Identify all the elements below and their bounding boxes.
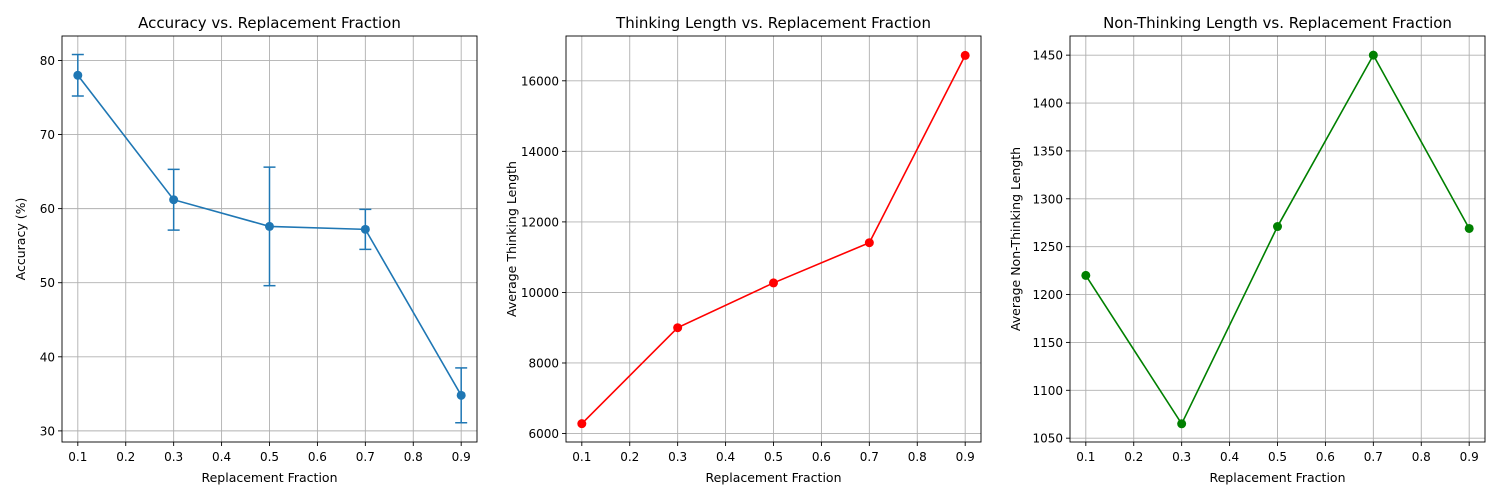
y-tick-label: 30 xyxy=(40,424,55,438)
data-point xyxy=(577,419,587,429)
x-tick-label: 0.4 xyxy=(212,450,231,464)
y-tick-label: 1300 xyxy=(1032,192,1063,206)
chart-panel-2: 0.1 0.2 0.3 0.4 0.5 0.6 0.7 0.8 0.9 6000 8000 10000… xyxy=(504,14,982,485)
x-tick-label: 0.9 xyxy=(1460,450,1479,464)
x-tick-label: 0.8 xyxy=(908,450,927,464)
x-tick-label: 0.8 xyxy=(1412,450,1431,464)
x-tick-label: 0.7 xyxy=(1364,450,1383,464)
x-tick-label: 0.8 xyxy=(404,450,423,464)
x-tick-label: 0.3 xyxy=(1172,450,1191,464)
y-tick-label: 16000 xyxy=(521,74,559,88)
x-tick-label: 0.5 xyxy=(1268,450,1287,464)
chart-panel-1: 0.1 0.2 0.3 0.4 0.5 0.6 0.7 0.8 0.9 30 40 50 60 70 80 A… xyxy=(13,14,478,485)
y-axis-label: Accuracy (%) xyxy=(13,198,28,281)
x-tick-label: 0.2 xyxy=(1124,450,1143,464)
x-tick-label: 0.2 xyxy=(620,450,639,464)
y-axis-label: Average Non-Thinking Length xyxy=(1008,147,1023,331)
data-point xyxy=(1081,270,1091,280)
x-axis-label: Replacement Fraction xyxy=(705,470,841,485)
data-point xyxy=(1464,223,1474,233)
data-point xyxy=(169,195,179,205)
x-tick-label: 0.7 xyxy=(860,450,879,464)
y-tick-label: 1350 xyxy=(1032,144,1063,158)
chart-panel-3: 0.1 0.2 0.3 0.4 0.5 0.6 0.7 0.8 0.9 1050 1100 1150 1… xyxy=(1008,14,1486,485)
chart-title: Thinking Length vs. Replacement Fraction xyxy=(615,14,931,32)
data-point xyxy=(456,390,466,400)
x-tick-label: 0.3 xyxy=(668,450,687,464)
x-tick-label: 0.3 xyxy=(164,450,183,464)
y-tick-label: 50 xyxy=(40,276,55,290)
y-tick-label: 60 xyxy=(40,202,55,216)
y-tick-label: 8000 xyxy=(528,356,559,370)
x-axis-label: Replacement Fraction xyxy=(201,470,337,485)
x-tick-label: 0.4 xyxy=(1220,450,1239,464)
x-tick-label: 0.1 xyxy=(572,450,591,464)
y-tick-label: 6000 xyxy=(528,427,559,441)
y-tick-label: 14000 xyxy=(521,145,559,159)
y-tick-label: 1450 xyxy=(1032,49,1063,63)
x-tick-label: 0.7 xyxy=(356,450,375,464)
x-tick-label: 0.5 xyxy=(260,450,279,464)
x-tick-label: 0.9 xyxy=(956,450,975,464)
y-tick-label: 10000 xyxy=(521,286,559,300)
y-tick-label: 1400 xyxy=(1032,97,1063,111)
data-point xyxy=(73,70,83,80)
chart-title: Accuracy vs. Replacement Fraction xyxy=(138,14,401,32)
data-point xyxy=(864,238,874,248)
data-point xyxy=(1273,222,1282,232)
x-tick-label: 0.5 xyxy=(764,450,783,464)
x-tick-label: 0.9 xyxy=(452,450,471,464)
data-point xyxy=(1177,419,1187,429)
data-point xyxy=(1368,50,1378,60)
y-tick-label: 80 xyxy=(40,54,55,68)
data-point xyxy=(960,50,970,60)
x-tick-label: 0.6 xyxy=(812,450,831,464)
y-tick-label: 40 xyxy=(40,350,55,364)
data-point xyxy=(265,221,274,231)
y-tick-label: 1250 xyxy=(1032,240,1063,254)
y-tick-label: 1100 xyxy=(1032,384,1063,398)
y-tick-label: 12000 xyxy=(521,215,559,229)
chart-title: Non-Thinking Length vs. Replacement Frac… xyxy=(1103,14,1452,32)
y-tick-label: 1050 xyxy=(1032,432,1063,446)
data-point xyxy=(769,278,778,288)
x-tick-label: 0.2 xyxy=(116,450,135,464)
x-tick-label: 0.6 xyxy=(1316,450,1335,464)
data-point xyxy=(360,224,370,234)
y-tick-label: 70 xyxy=(40,128,55,142)
data-point xyxy=(673,323,683,333)
y-axis-label: Average Thinking Length xyxy=(504,161,519,317)
y-tick-label: 1150 xyxy=(1032,336,1063,350)
x-axis-label: Replacement Fraction xyxy=(1209,470,1345,485)
x-tick-label: 0.4 xyxy=(716,450,735,464)
x-tick-label: 0.1 xyxy=(1076,450,1095,464)
x-tick-label: 0.1 xyxy=(68,450,87,464)
y-tick-label: 1200 xyxy=(1032,288,1063,302)
x-tick-label: 0.6 xyxy=(308,450,327,464)
